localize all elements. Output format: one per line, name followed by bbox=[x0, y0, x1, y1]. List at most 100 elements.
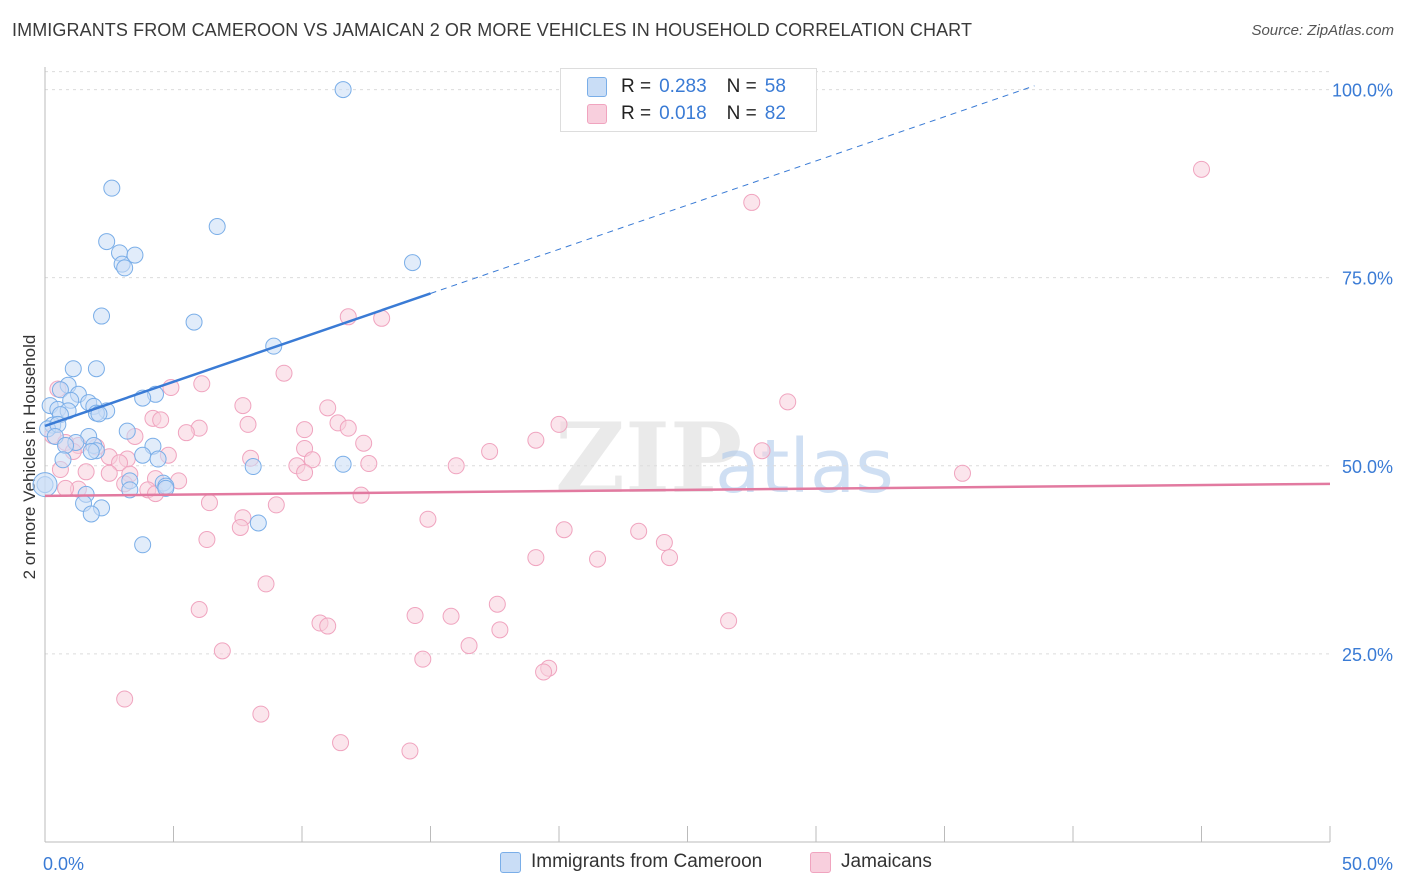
y-tick-label: 50.0% bbox=[1342, 457, 1393, 477]
series-legend: Immigrants from Cameroon Jamaicans bbox=[0, 851, 1406, 879]
point-jamaican bbox=[406, 607, 424, 625]
legend-r-label: R = bbox=[621, 103, 652, 124]
chart-title: IMMIGRANTS FROM CAMEROON VS JAMAICAN 2 O… bbox=[12, 20, 973, 40]
point-jamaican bbox=[198, 531, 216, 549]
point-jamaican bbox=[419, 510, 437, 528]
legend-row-cameroon: R = 0.283 N = 58 bbox=[561, 74, 786, 100]
point-jamaican bbox=[319, 617, 337, 635]
legend-item-jamaicans[interactable]: Jamaicans bbox=[810, 851, 932, 873]
point-jamaican bbox=[447, 457, 465, 475]
legend-r-label: R = bbox=[621, 76, 652, 97]
point-jamaican bbox=[57, 479, 75, 497]
point-jamaican bbox=[296, 421, 314, 439]
point-jamaican bbox=[239, 415, 257, 433]
point-cameroon bbox=[334, 455, 352, 473]
point-jamaican bbox=[275, 364, 293, 382]
point-jamaican bbox=[200, 494, 218, 512]
point-cameroon bbox=[185, 313, 203, 331]
point-jamaican bbox=[779, 393, 797, 411]
point-jamaican bbox=[753, 442, 771, 460]
watermark-zip: ZIP bbox=[555, 402, 742, 515]
point-jamaican bbox=[296, 464, 314, 482]
point-jamaican bbox=[252, 705, 270, 723]
y-tick-label: 75.0% bbox=[1342, 269, 1393, 289]
point-cameroon bbox=[249, 514, 267, 532]
point-jamaican bbox=[257, 575, 275, 593]
trendline-jamaicans bbox=[44, 482, 1331, 498]
x-tick-label: 50.0% bbox=[1342, 854, 1393, 874]
point-jamaican bbox=[589, 550, 607, 568]
point-cameroon bbox=[98, 233, 116, 251]
point-jamaican bbox=[231, 518, 249, 536]
point-cameroon bbox=[103, 179, 121, 197]
legend-item-cameroon[interactable]: Immigrants from Cameroon bbox=[500, 851, 762, 873]
y-tick-label: 100.0% bbox=[1332, 81, 1393, 101]
point-cameroon bbox=[134, 446, 152, 464]
point-jamaican bbox=[550, 415, 568, 433]
point-jamaican bbox=[743, 193, 761, 211]
point-jamaican bbox=[360, 455, 378, 473]
point-jamaican bbox=[720, 612, 738, 630]
legend-swatch-cameroon bbox=[500, 851, 521, 873]
point-cameroon bbox=[126, 246, 144, 264]
point-jamaican bbox=[193, 375, 211, 393]
point-cameroon bbox=[157, 479, 175, 497]
watermark-atlas: atlas bbox=[715, 424, 894, 510]
point-cameroon bbox=[93, 307, 111, 325]
legend-swatch-jamaicans bbox=[810, 851, 831, 873]
point-cameroon bbox=[54, 451, 72, 469]
x-tick-label: 0.0% bbox=[43, 854, 84, 874]
point-cameroon bbox=[149, 450, 167, 468]
legend-swatch-jamaicans bbox=[587, 104, 607, 124]
point-jamaican bbox=[555, 521, 573, 539]
point-jamaican bbox=[655, 534, 673, 552]
point-jamaican bbox=[152, 411, 170, 429]
point-cameroon bbox=[334, 81, 352, 99]
point-jamaican bbox=[234, 397, 252, 415]
legend-n-label: N = bbox=[726, 76, 757, 97]
legend-r-value-cameroon: 0.283 bbox=[659, 76, 707, 97]
point-cameroon bbox=[82, 505, 100, 523]
point-jamaican bbox=[414, 650, 432, 668]
point-jamaican bbox=[100, 464, 118, 482]
legend-row-jamaicans: R = 0.018 N = 82 bbox=[561, 101, 786, 127]
legend-swatch-cameroon bbox=[587, 77, 607, 97]
point-jamaican bbox=[481, 442, 499, 460]
point-jamaican bbox=[267, 496, 285, 514]
legend-r-value-jamaicans: 0.018 bbox=[659, 103, 707, 124]
point-jamaican bbox=[401, 742, 419, 760]
point-jamaican bbox=[1193, 160, 1210, 178]
point-cameroon bbox=[57, 436, 75, 454]
point-jamaican bbox=[527, 431, 545, 449]
point-jamaican bbox=[177, 424, 195, 442]
point-jamaican bbox=[339, 419, 357, 437]
point-jamaican bbox=[953, 464, 971, 482]
point-jamaican bbox=[355, 434, 373, 452]
point-cameroon bbox=[64, 360, 82, 378]
point-jamaican bbox=[491, 621, 509, 639]
point-jamaican bbox=[190, 601, 208, 618]
legend-label-cameroon: Immigrants from Cameroon bbox=[531, 851, 763, 872]
point-jamaican bbox=[661, 549, 679, 567]
point-cameroon-large bbox=[32, 472, 58, 498]
point-cameroon bbox=[118, 422, 136, 440]
point-jamaican bbox=[488, 595, 506, 613]
point-cameroon bbox=[208, 218, 226, 236]
y-tick-label: 25.0% bbox=[1342, 645, 1393, 665]
point-jamaican bbox=[535, 663, 553, 681]
point-jamaican bbox=[116, 690, 134, 708]
point-cameroon bbox=[51, 381, 69, 399]
point-cameroon bbox=[244, 458, 262, 476]
correlation-legend: R = 0.283 N = 58 R = 0.018 N = 82 bbox=[560, 68, 817, 132]
point-jamaican bbox=[319, 399, 337, 417]
point-jamaican bbox=[332, 734, 350, 752]
point-jamaican bbox=[303, 451, 321, 469]
point-jamaican bbox=[352, 486, 370, 504]
point-cameroon bbox=[404, 254, 422, 272]
point-jamaican bbox=[527, 549, 545, 567]
trendline-cameroon-extension bbox=[430, 85, 1035, 294]
legend-n-value-cameroon: 58 bbox=[764, 76, 786, 97]
point-jamaican bbox=[111, 454, 129, 472]
point-cameroon bbox=[87, 360, 105, 378]
